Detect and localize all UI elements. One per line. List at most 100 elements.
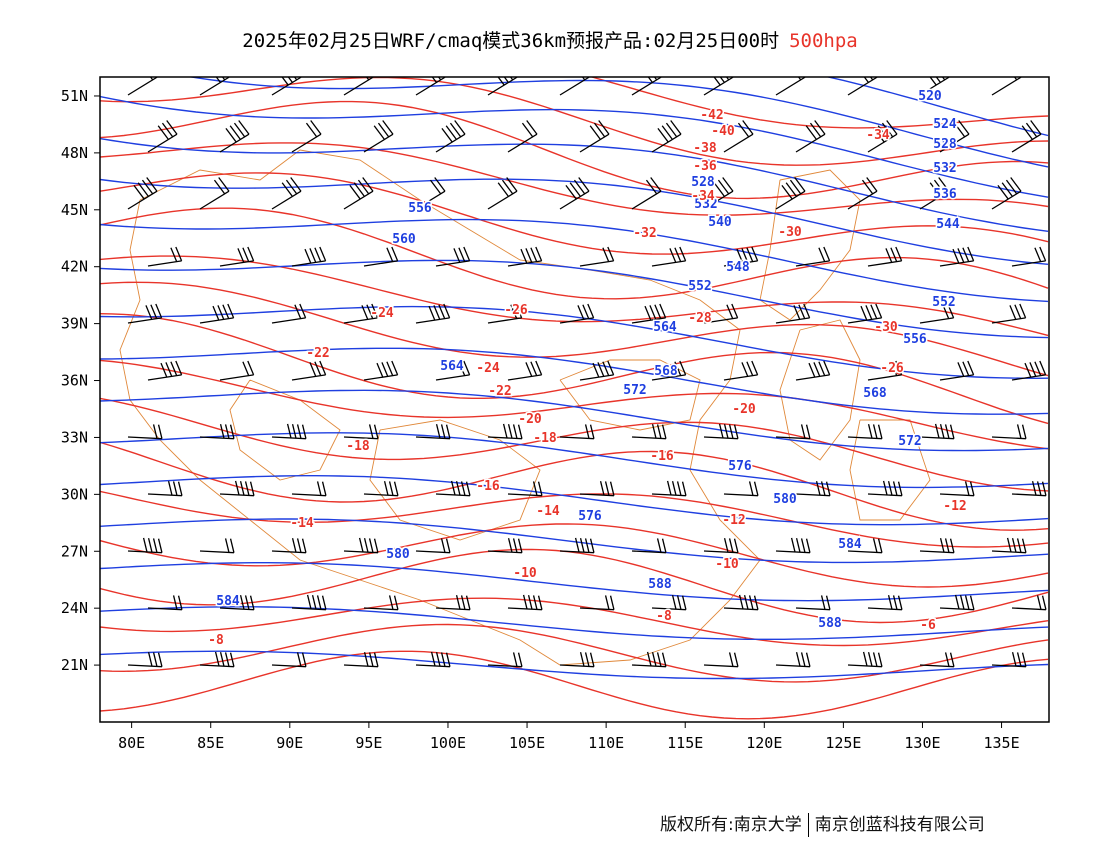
temperature-contour-label: -24	[370, 306, 394, 321]
temperature-contour-label: -26	[504, 303, 528, 318]
wind-barb	[559, 537, 595, 554]
wind-barb	[291, 360, 327, 381]
wind-barb	[487, 538, 523, 554]
temperature-contour-line	[100, 650, 1049, 720]
wind-barb	[291, 481, 327, 497]
wind-barb	[1011, 481, 1047, 497]
height-contour-line	[100, 218, 1049, 303]
temperature-contour-line	[100, 281, 1049, 377]
height-contour-label: 580	[386, 547, 410, 562]
wind-barb	[847, 538, 883, 554]
x-tick-label: 95E	[355, 734, 382, 752]
height-contour-label: 532	[933, 161, 956, 176]
boundary-line	[759, 169, 861, 321]
wind-barb	[219, 595, 255, 611]
temperature-contour-line	[100, 100, 1049, 200]
wind-barb	[847, 651, 883, 668]
wind-barb	[723, 481, 759, 497]
wind-barb	[939, 120, 970, 153]
temperature-contour-line	[100, 313, 1049, 425]
temperature-contour-label: -40	[711, 124, 735, 139]
height-contour-label: 588	[648, 577, 672, 592]
wind-barb	[847, 303, 883, 324]
height-contour-line	[100, 650, 1049, 680]
y-tick-label: 51N	[61, 87, 88, 105]
wind-barb	[507, 481, 543, 497]
height-contour-line	[100, 178, 1049, 265]
height-contour-line	[100, 95, 1049, 198]
y-tick-label: 36N	[61, 372, 88, 390]
wind-barb	[219, 360, 255, 381]
height-contour-line	[100, 518, 1049, 564]
wind-barb	[651, 480, 687, 497]
x-tick-label: 115E	[667, 734, 703, 752]
x-tick-label: 85E	[197, 734, 224, 752]
height-contours	[100, 77, 1049, 680]
temperature-contour-line	[100, 523, 1049, 588]
temperature-contour-line	[100, 77, 1049, 166]
wind-barb	[703, 177, 734, 210]
wind-barb	[775, 77, 806, 96]
wind-barb	[487, 77, 518, 96]
wind-barb	[775, 537, 811, 554]
wind-barb	[795, 595, 831, 611]
height-contour-label: 528	[933, 137, 957, 152]
boundary-line	[119, 149, 761, 666]
height-contour-label: 568	[654, 364, 678, 379]
wind-barb	[127, 177, 158, 210]
title-text: 2025年02月25日WRF/cmaq模式36km预报产品:02月25日00时	[242, 30, 780, 52]
y-tick-label: 42N	[61, 258, 88, 276]
wind-barb	[939, 481, 975, 497]
wind-barb	[1011, 360, 1047, 381]
wind-barb	[363, 360, 399, 381]
wind-barb	[579, 246, 615, 267]
height-contour-label: 540	[708, 215, 732, 230]
wind-barb	[991, 537, 1027, 554]
wind-barb	[559, 77, 590, 96]
temperature-contour-label: -28	[688, 311, 712, 326]
wind-barb	[487, 303, 523, 324]
longitude-axis: 80E 85E 90E 95E 100E 105E 110E 115E 120E 125E 130E…	[118, 722, 1020, 752]
wind-barb	[579, 120, 610, 153]
wind-barb	[199, 538, 235, 554]
wind-barb	[343, 652, 379, 668]
wind-barb	[919, 538, 955, 554]
y-tick-label: 30N	[61, 485, 88, 503]
wind-barbs	[127, 77, 1047, 668]
wind-barb	[363, 246, 399, 267]
wind-barb	[631, 651, 667, 668]
wind-barb	[867, 246, 903, 267]
wind-barb	[147, 246, 183, 267]
temperature-contour-label: -14	[290, 516, 314, 531]
temperature-contour-label: -42	[700, 108, 723, 123]
x-tick-label: 135E	[983, 734, 1019, 752]
map-frame	[99, 76, 1050, 723]
wind-barb	[415, 177, 446, 210]
wind-barb	[919, 303, 955, 324]
wind-barb	[507, 360, 543, 381]
wind-barb	[867, 120, 898, 153]
temperature-contour-label: -32	[633, 226, 656, 241]
wind-barb	[1011, 595, 1047, 611]
x-tick-label: 105E	[509, 734, 545, 752]
wind-barb	[939, 594, 975, 611]
wind-barb	[775, 652, 811, 668]
wind-barb	[775, 177, 806, 210]
wind-barb	[487, 652, 523, 668]
wind-barb	[363, 481, 399, 497]
height-contour-label: 548	[726, 260, 750, 275]
x-tick-label: 80E	[118, 734, 145, 752]
wind-barb	[127, 77, 158, 96]
temperature-contour-label: -16	[476, 479, 500, 494]
temperature-contour-label: -26	[880, 361, 904, 376]
height-contour-line	[100, 259, 1049, 339]
contour-labels: 520 524 528 528 532 532 536 540 544 548 552 552 556 5…	[207, 88, 969, 650]
temperature-contour-label: -30	[874, 320, 898, 335]
wind-barb	[343, 424, 379, 440]
wind-barb	[415, 424, 451, 440]
height-contour-label: 588	[818, 616, 842, 631]
wind-barb	[631, 303, 667, 324]
wind-barb	[271, 538, 307, 554]
temperature-contour-label: -18	[346, 439, 370, 454]
boundary-line	[559, 359, 701, 431]
